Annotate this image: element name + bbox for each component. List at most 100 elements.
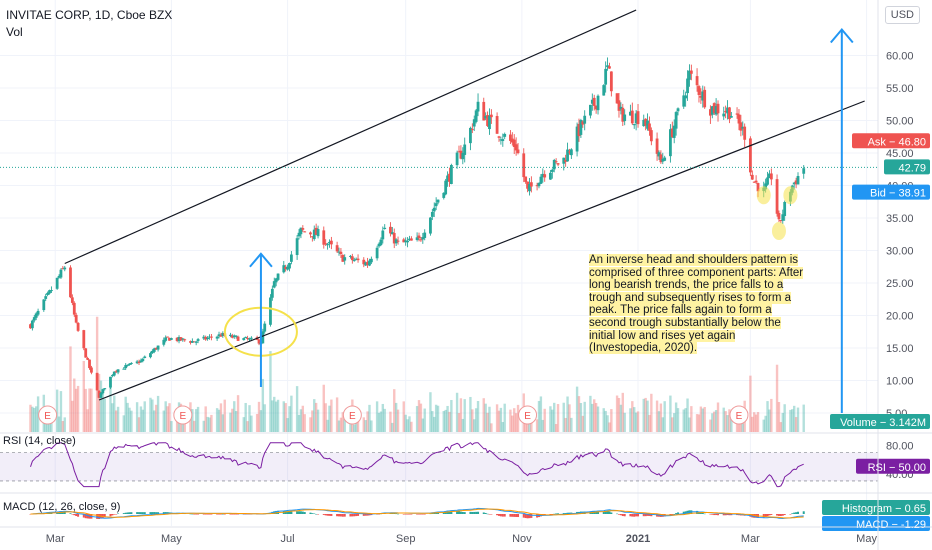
- volume-bar: [539, 396, 543, 432]
- volume-bar: [166, 406, 169, 432]
- candle-body: [592, 97, 596, 106]
- volume-bar: [541, 419, 544, 432]
- volume-bar: [301, 405, 305, 432]
- macd-hist-bar: [299, 511, 302, 514]
- candle-body: [326, 244, 329, 246]
- macd-hist-bar: [484, 512, 487, 514]
- candle-body: [406, 240, 409, 243]
- candle-body: [206, 337, 209, 340]
- volume-bar: [63, 417, 66, 432]
- candle-body: [728, 107, 731, 120]
- x-tick-label: Jul: [281, 533, 295, 545]
- volume-bar: [549, 406, 552, 432]
- macd-hist-bar: [616, 513, 619, 515]
- y-tick-label: 20.00: [886, 311, 914, 323]
- candle-body: [354, 258, 358, 260]
- volume-bar: [231, 408, 234, 432]
- candle-body: [229, 334, 232, 337]
- candle-body: [329, 240, 333, 245]
- volume-bar: [113, 395, 116, 432]
- volume-bar: [619, 404, 623, 432]
- macd-hist-bar: [330, 514, 333, 516]
- volume-bar: [273, 396, 276, 432]
- candle-body: [375, 247, 379, 259]
- candle-body: [510, 138, 514, 143]
- volume-bar: [408, 416, 411, 432]
- candle-body: [419, 239, 423, 241]
- volume-bar: [457, 413, 461, 432]
- candle-body: [377, 243, 381, 247]
- volume-bar: [657, 411, 661, 432]
- volume-bar: [484, 403, 487, 432]
- candle-body: [689, 70, 693, 74]
- candle-body: [655, 138, 659, 154]
- annotation-text: An inverse head and shoulders pattern is…: [589, 254, 804, 355]
- candle-body: [629, 111, 632, 116]
- macd-hist-bar: [728, 514, 731, 516]
- candle-body: [802, 168, 806, 174]
- macd-hist-bar: [764, 514, 767, 517]
- candle-body: [457, 151, 461, 153]
- candle-body: [499, 139, 503, 141]
- volume-bar: [444, 409, 447, 432]
- macd-hist-bar: [781, 514, 784, 516]
- candle-body: [404, 240, 408, 243]
- volume-bar: [135, 402, 139, 432]
- volume-bar: [716, 402, 720, 432]
- price-tag: [852, 133, 930, 149]
- candle-body: [97, 390, 101, 398]
- currency-button[interactable]: USD: [884, 6, 920, 24]
- macd-hist-bar: [713, 514, 716, 516]
- macd-hist-bar: [122, 513, 125, 514]
- candle-body: [192, 341, 196, 343]
- volume-bar: [364, 420, 367, 432]
- macd-hist-bar: [218, 514, 221, 515]
- macd-hist-bar: [671, 514, 674, 515]
- volume-bar: [751, 416, 754, 432]
- candle-body: [726, 107, 729, 114]
- candle-body: [461, 152, 465, 160]
- macd-hist-bar: [677, 512, 680, 514]
- volume-bar: [69, 346, 72, 432]
- candle-body: [143, 356, 147, 358]
- candle-body: [149, 353, 152, 358]
- volume-bar: [650, 393, 653, 432]
- macd-hist-bar: [139, 512, 142, 514]
- macd-hist-bar: [501, 514, 504, 517]
- volume-bar: [322, 384, 325, 432]
- candle-body: [379, 239, 383, 246]
- macd-hist-bar: [446, 511, 449, 514]
- volume-bar: [36, 396, 40, 432]
- macd-hist-bar: [96, 514, 99, 519]
- volume-bar: [768, 409, 771, 432]
- candle-body: [670, 128, 674, 138]
- volume-bar: [206, 416, 209, 432]
- volume-bar: [316, 409, 320, 432]
- volume-bar: [463, 399, 466, 432]
- candle-body: [714, 106, 718, 115]
- candle-body: [135, 361, 139, 364]
- candle-body: [141, 358, 145, 362]
- candle-body: [130, 362, 133, 364]
- volume-bar: [513, 408, 516, 432]
- candle-body: [617, 100, 621, 111]
- macd-hist-bar: [553, 513, 556, 515]
- macd-hist-bar: [326, 514, 329, 516]
- volume-bar: [417, 400, 421, 432]
- candle-body: [30, 320, 34, 329]
- volume-bar: [204, 406, 207, 432]
- candle-body: [50, 290, 53, 292]
- candle-body: [619, 106, 623, 110]
- volume-bar: [141, 409, 145, 432]
- macd-hist-bar: [82, 514, 85, 518]
- macd-hist-bar: [526, 514, 529, 519]
- y-tick-label: 30.00: [886, 246, 914, 258]
- macd-hist-bar: [673, 513, 676, 515]
- candle-body: [339, 251, 343, 255]
- macd-hist-bar: [717, 514, 720, 516]
- candle-body: [429, 217, 432, 234]
- candle-body: [110, 375, 114, 377]
